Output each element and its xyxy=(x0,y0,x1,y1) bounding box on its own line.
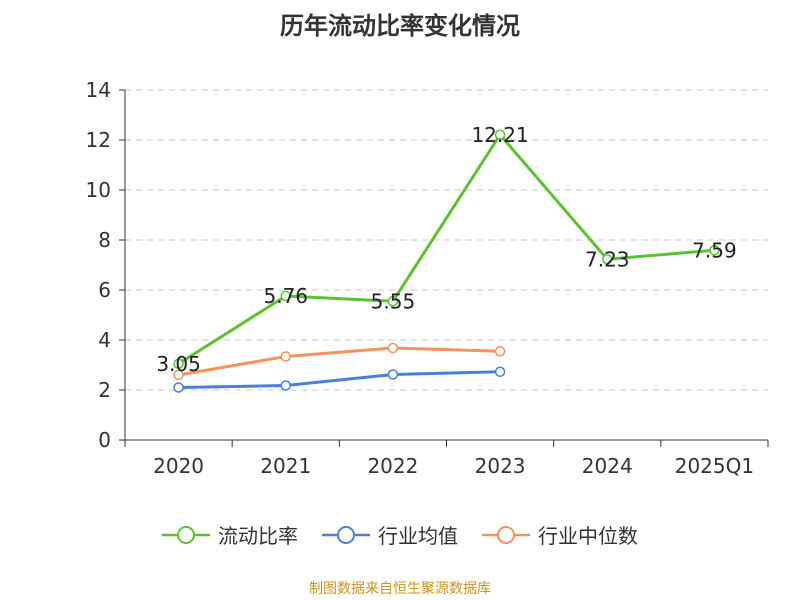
x-tick-label: 2024 xyxy=(582,454,633,478)
y-tick-label: 6 xyxy=(98,278,111,302)
data-label: 5.76 xyxy=(263,284,308,308)
x-tick-label: 2022 xyxy=(367,454,418,478)
data-point xyxy=(173,382,184,393)
y-tick-label: 4 xyxy=(98,328,111,352)
data-point xyxy=(709,245,720,256)
legend-label-current-ratio: 流动比率 xyxy=(218,524,298,548)
data-point xyxy=(280,380,291,391)
y-tick-label: 12 xyxy=(86,128,111,152)
x-tick-label: 2020 xyxy=(153,454,204,478)
legend-swatch-industry-median xyxy=(482,525,530,544)
data-point xyxy=(494,129,506,140)
x-tick-label: 2025Q1 xyxy=(675,454,754,478)
legend-label-industry-median: 行业中位数 xyxy=(538,524,638,548)
y-tick-label: 10 xyxy=(86,178,111,202)
series-line xyxy=(178,346,501,377)
data-point xyxy=(280,351,291,362)
data-label: 3.05 xyxy=(156,352,201,376)
data-label: 7.23 xyxy=(585,247,630,271)
data-point xyxy=(280,290,291,302)
data-point xyxy=(387,342,399,354)
y-tick-label: 0 xyxy=(98,428,111,452)
data-point xyxy=(387,369,399,380)
legend-item-industry-mean[interactable]: 行业均值 xyxy=(322,520,458,549)
legend-swatch-industry-mean xyxy=(322,525,370,544)
legend-label-industry-mean: 行业均值 xyxy=(378,524,458,548)
x-tick-label: 2021 xyxy=(260,454,311,478)
data-point xyxy=(173,369,184,381)
data-point xyxy=(602,254,613,265)
data-label: 12.21 xyxy=(471,123,528,147)
legend-swatch-current-ratio xyxy=(162,525,210,544)
data-label: 5.55 xyxy=(371,289,416,313)
legend-item-current-ratio[interactable]: 流动比率 xyxy=(162,520,298,549)
source-footer: 制图数据来自恒生聚源数据库 xyxy=(309,581,491,597)
x-tick-label: 2023 xyxy=(475,454,526,478)
y-tick-label: 8 xyxy=(98,228,111,252)
series-line xyxy=(177,133,715,366)
chart-title: 历年流动比率变化情况 xyxy=(280,12,520,40)
data-point xyxy=(173,358,184,369)
data-point xyxy=(494,366,506,377)
data-label: 7.59 xyxy=(692,238,737,262)
legend: 流动比率 行业均值 行业中位数 xyxy=(0,520,800,549)
legend-item-industry-median[interactable]: 行业中位数 xyxy=(482,520,638,549)
y-tick-label: 14 xyxy=(86,78,111,102)
data-point xyxy=(387,296,399,307)
series-line xyxy=(178,370,501,389)
data-point xyxy=(494,346,506,357)
y-tick-label: 2 xyxy=(98,378,111,402)
